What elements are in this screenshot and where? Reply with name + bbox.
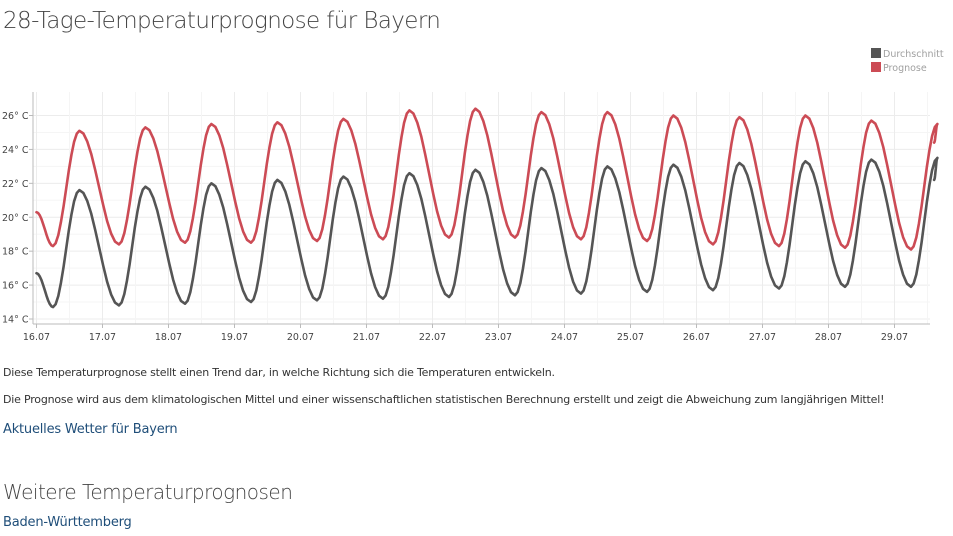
y-tick-label: 20° C: [2, 213, 29, 224]
current-weather-link[interactable]: Aktuelles Wetter für Bayern: [3, 422, 178, 437]
legend-label-durchschnitt: Durchschnitt: [883, 49, 944, 60]
chart-series: [35, 107, 939, 309]
forecast-note-method: Die Prognose wird aus dem klimatologisch…: [3, 393, 885, 406]
x-tick-label: 24.07: [551, 332, 578, 343]
x-tick-label: 18.07: [155, 332, 182, 343]
series-line-durchschnitt: [35, 156, 939, 309]
forecast-note-trend: Diese Temperaturprognose stellt einen Tr…: [3, 366, 555, 379]
x-tick-label: 20.07: [287, 332, 314, 343]
x-axis: 16.07 17.07 18.07 19.07 20.07 21.07 22.07 23.07…: [23, 323, 930, 343]
x-tick-label: 27.07: [749, 332, 776, 343]
x-tick-label: 29.07: [881, 332, 908, 343]
series-line-prognose: [35, 107, 939, 251]
x-tick-label: 19.07: [221, 332, 248, 343]
chart-grid: [33, 92, 930, 324]
x-tick-label: 21.07: [353, 332, 380, 343]
y-tick-label: 26° C: [2, 111, 29, 122]
legend-label-prognose: Prognose: [883, 63, 927, 74]
x-tick-label: 22.07: [419, 332, 446, 343]
y-tick-label: 16° C: [2, 281, 29, 292]
legend-swatch-prognose: [871, 62, 881, 72]
x-tick-label: 23.07: [485, 332, 512, 343]
x-tick-label: 16.07: [23, 332, 50, 343]
legend-swatch-durchschnitt: [871, 48, 881, 58]
y-tick-label: 22° C: [2, 179, 29, 190]
x-tick-label: 25.07: [617, 332, 644, 343]
y-tick-label: 24° C: [2, 145, 29, 156]
section-title-more-forecasts: Weitere Temperaturprognosen: [3, 480, 293, 504]
y-tick-label: 18° C: [2, 247, 29, 258]
y-axis: 14° C 16° C 18° C 20° C 22° C 24° C 26° C: [2, 92, 34, 326]
chart-legend: Durchschnitt Prognose: [871, 48, 944, 74]
region-link-baden-wuerttemberg[interactable]: Baden-Württemberg: [3, 515, 132, 530]
page-title: 28-Tage-Temperaturprognose für Bayern: [3, 8, 441, 34]
x-tick-label: 26.07: [683, 332, 710, 343]
y-tick-label: 14° C: [2, 315, 29, 326]
temperature-chart: 14° C 16° C 18° C 20° C 22° C 24° C 26° C 16.0…: [2, 48, 944, 343]
x-tick-label: 17.07: [89, 332, 116, 343]
x-tick-label: 28.07: [815, 332, 842, 343]
